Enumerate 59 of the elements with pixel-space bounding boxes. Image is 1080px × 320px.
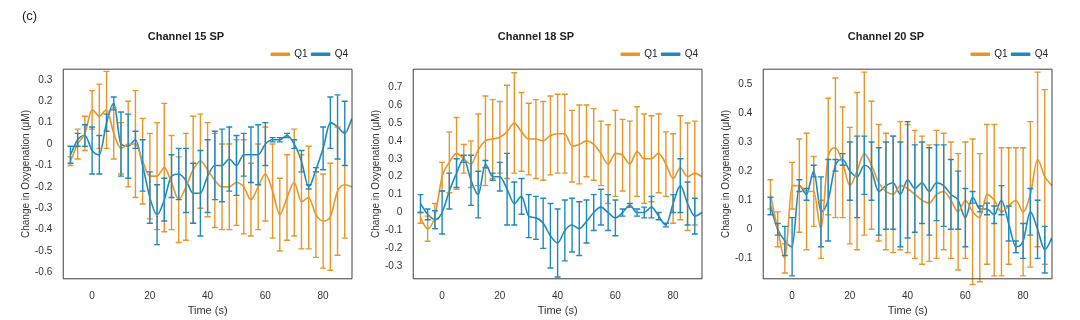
y-tick-label: 0.3 xyxy=(738,135,753,147)
legend-label: Q4 xyxy=(1034,47,1049,59)
x-tick-label: 20 xyxy=(144,289,156,301)
x-tick-label: 80 xyxy=(1017,289,1030,301)
y-tick-label: 0.2 xyxy=(38,95,53,107)
chart-title: Channel 15 SP xyxy=(147,29,225,42)
y-tick-label: 0 xyxy=(746,223,753,235)
y-tick-label: 0.3 xyxy=(388,152,403,164)
y-tick-label: 0 xyxy=(46,137,53,149)
y-axis-title: Change in Oxygenation (μM) xyxy=(369,109,381,239)
y-tick-label: -0.5 xyxy=(35,244,53,256)
y-tick-label: -0.6 xyxy=(35,266,53,278)
text: (c) xyxy=(22,8,38,23)
x-tick-label: 80 xyxy=(667,289,680,301)
y-tick-label: 0.2 xyxy=(388,170,403,182)
y-tick-label: 0.1 xyxy=(738,193,753,205)
x-tick-label: 20 xyxy=(494,289,506,301)
x-tick-label: 40 xyxy=(902,289,914,301)
y-tick-label: 0.4 xyxy=(388,134,403,146)
y-tick-label: 0.5 xyxy=(388,116,403,128)
y-tick-label: -0.2 xyxy=(385,242,403,254)
x-axis-title: Time (s) xyxy=(537,304,578,317)
legend-label: Q1 xyxy=(644,47,659,59)
x-tick-label: 40 xyxy=(202,289,214,301)
y-tick-label: -0.1 xyxy=(35,159,53,171)
chart-title: Channel 18 SP xyxy=(497,29,575,42)
y-axis-title: Change in Oxygenation (μM) xyxy=(719,109,731,239)
y-axis-title: Change in Oxygenation (μM) xyxy=(19,109,31,239)
y-tick-label: 0.2 xyxy=(738,164,753,176)
y-tick-label: 0.4 xyxy=(738,106,753,118)
y-tick-label: -0.1 xyxy=(385,224,403,236)
chart-title: Channel 20 SP xyxy=(847,29,925,42)
y-tick-label: 0.6 xyxy=(388,98,403,110)
y-tick-label: -0.4 xyxy=(35,223,53,235)
x-tick-label: 0 xyxy=(439,289,446,301)
y-tick-label: 0.3 xyxy=(38,73,53,85)
x-tick-label: 20 xyxy=(844,289,856,301)
legend-label: Q4 xyxy=(684,47,699,59)
y-tick-label: -0.3 xyxy=(385,260,403,272)
x-axis-title: Time (s) xyxy=(887,304,928,317)
x-tick-label: 60 xyxy=(259,289,272,301)
x-tick-label: 0 xyxy=(89,289,96,301)
legend-label: Q1 xyxy=(294,47,309,59)
y-tick-label: -0.3 xyxy=(35,201,53,213)
legend-label: Q1 xyxy=(994,47,1009,59)
x-tick-label: 60 xyxy=(609,289,622,301)
x-tick-label: 40 xyxy=(552,289,564,301)
y-tick-label: 0 xyxy=(396,206,403,218)
x-axis-title: Time (s) xyxy=(187,304,228,317)
legend-label: Q4 xyxy=(334,47,349,59)
y-tick-label: 0.1 xyxy=(38,116,53,128)
x-tick-label: 80 xyxy=(317,289,330,301)
y-tick-label: -0.2 xyxy=(35,180,53,192)
y-tick-label: 0.5 xyxy=(738,77,753,89)
x-tick-label: 60 xyxy=(959,289,972,301)
y-tick-label: 0.7 xyxy=(388,80,403,92)
y-tick-label: -0.1 xyxy=(735,252,753,264)
y-tick-label: 0.1 xyxy=(388,188,403,200)
x-tick-label: 0 xyxy=(789,289,796,301)
